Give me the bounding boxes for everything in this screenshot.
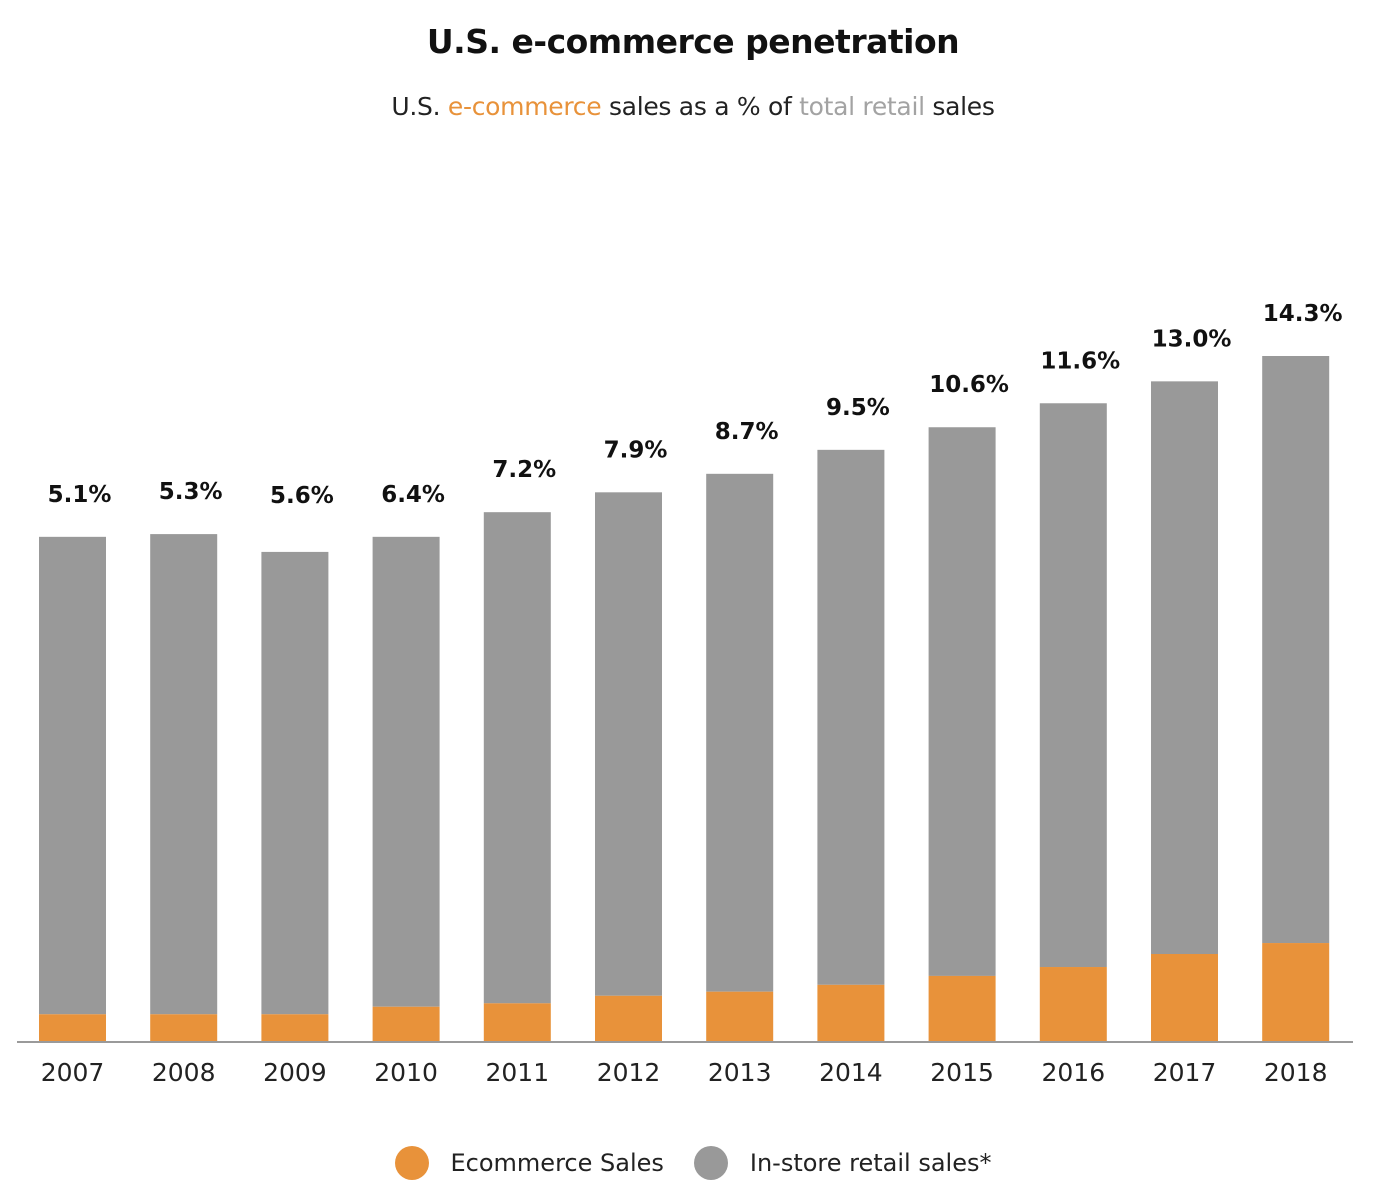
- x-tick-label-2007: 2007: [41, 1058, 105, 1087]
- x-tick-label-2012: 2012: [597, 1058, 661, 1087]
- bar-instore-2007: [39, 536, 106, 1015]
- x-tick-label-2018: 2018: [1264, 1058, 1328, 1087]
- subtitle-part-ecommerce: e-commerce: [447, 92, 602, 121]
- chart-subtitle: U.S. e-commerce sales as a % of total re…: [0, 92, 1386, 121]
- data-label-2011: 7.2%: [492, 457, 556, 483]
- legend: Ecommerce Sales In-store retail sales*: [0, 1146, 1386, 1180]
- bar-ecommerce-2016: [1039, 967, 1107, 1041]
- bar-instore-2009: [261, 551, 329, 1015]
- subtitle-part-3: sales as a % of: [601, 92, 800, 121]
- chart-title: U.S. e-commerce penetration: [426, 22, 960, 61]
- bar-ecommerce-2007: [39, 1014, 106, 1041]
- bar-instore-2014: [817, 449, 885, 985]
- legend-label-ecommerce: Ecommerce Sales: [450, 1149, 664, 1177]
- bar-instore-2016: [1039, 403, 1107, 968]
- x-tick-label-2016: 2016: [1041, 1058, 1105, 1087]
- data-label-2013: 8.7%: [715, 419, 779, 445]
- data-label-2014: 9.5%: [826, 395, 890, 421]
- x-tick-label-2011: 2011: [485, 1058, 549, 1087]
- x-tick-label-2017: 2017: [1153, 1058, 1217, 1087]
- subtitle-part-total-retail: total retail: [799, 92, 925, 121]
- bar-ecommerce-2010: [372, 1006, 440, 1041]
- bar-ecommerce-2013: [706, 991, 774, 1041]
- subtitle-part-5: sales: [924, 92, 995, 121]
- bar-instore-2015: [928, 427, 996, 976]
- x-tick-label-2015: 2015: [930, 1058, 994, 1087]
- bar-ecommerce-2011: [483, 1003, 551, 1041]
- data-label-2016: 11.6%: [1040, 348, 1120, 374]
- x-tick-label-2010: 2010: [374, 1058, 438, 1087]
- bar-ecommerce-2017: [1151, 954, 1218, 1041]
- data-label-2018: 14.3%: [1263, 301, 1343, 327]
- bar-instore-2017: [1151, 381, 1218, 955]
- legend-swatch-instore: [693, 1146, 728, 1180]
- subtitle-part-1: U.S.: [391, 92, 448, 121]
- data-label-2015: 10.6%: [929, 372, 1009, 398]
- legend-label-instore: In-store retail sales*: [749, 1149, 992, 1177]
- data-label-2012: 7.9%: [604, 437, 668, 463]
- x-tick-label-2014: 2014: [819, 1058, 883, 1087]
- data-label-2017: 13.0%: [1152, 326, 1232, 352]
- x-tick-label-2013: 2013: [708, 1058, 772, 1087]
- bar-ecommerce-2015: [928, 975, 996, 1041]
- data-label-2007: 5.1%: [48, 482, 112, 508]
- data-label-2010: 6.4%: [381, 482, 445, 508]
- bar-ecommerce-2008: [150, 1014, 218, 1041]
- bar-instore-2011: [483, 512, 551, 1004]
- legend-item-ecommerce: Ecommerce Sales: [394, 1146, 664, 1180]
- bar-instore-2010: [372, 536, 440, 1007]
- bar-instore-2008: [150, 534, 218, 1015]
- bar-ecommerce-2009: [261, 1014, 329, 1041]
- bar-instore-2013: [706, 473, 774, 992]
- bar-ecommerce-2018: [1262, 943, 1330, 1041]
- legend-swatch-ecommerce: [394, 1146, 429, 1180]
- bars-group: [39, 356, 1330, 1041]
- x-axis-labels-group: 2007 2008 2009 2010 2011 2012 2013 2014 2015 2016…: [41, 1058, 1328, 1087]
- bar-ecommerce-2014: [817, 984, 885, 1041]
- bar-instore-2018: [1262, 356, 1330, 944]
- x-tick-label-2009: 2009: [263, 1058, 327, 1087]
- bar-instore-2012: [595, 492, 662, 996]
- bar-ecommerce-2012: [595, 995, 662, 1041]
- data-label-2009: 5.6%: [270, 483, 334, 509]
- value-labels-group: 5.1% 5.3% 5.6% 6.4% 7.2% 7.9% 8.7% 9.5% 10.6% 11.…: [48, 301, 1343, 509]
- data-label-2008: 5.3%: [159, 479, 223, 505]
- legend-item-instore: In-store retail sales*: [693, 1146, 992, 1180]
- x-tick-label-2008: 2008: [152, 1058, 216, 1087]
